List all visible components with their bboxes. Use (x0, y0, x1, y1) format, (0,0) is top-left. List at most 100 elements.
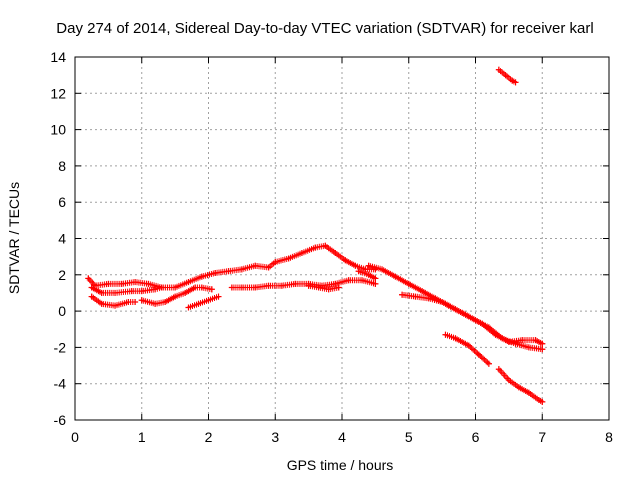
data-point (379, 266, 386, 273)
data-point (172, 293, 179, 300)
data-point (505, 338, 512, 345)
data-point (265, 282, 272, 289)
data-point (412, 293, 419, 300)
data-point (525, 389, 532, 396)
x-tick-label: 5 (405, 429, 413, 445)
data-point (325, 286, 332, 293)
data-point (519, 337, 526, 344)
plot-frame (74, 56, 610, 421)
y-tick-label: 2 (58, 267, 66, 283)
data-point (208, 286, 215, 293)
data-point (345, 277, 352, 284)
data-point (198, 284, 205, 291)
series-track-8 (355, 268, 379, 282)
series-track-1 (85, 242, 379, 291)
data-point (298, 250, 305, 257)
data-point (172, 284, 179, 291)
data-point (342, 257, 349, 264)
data-point (252, 284, 259, 291)
series-track-6 (228, 277, 379, 291)
data-point (362, 266, 369, 273)
data-point (332, 250, 339, 257)
data-point (238, 284, 245, 291)
data-point (105, 280, 112, 287)
data-point (492, 331, 499, 338)
x-tick-label: 6 (472, 429, 480, 445)
data-point (502, 72, 509, 79)
x-tick-label: 0 (71, 429, 79, 445)
data-trace (399, 291, 546, 347)
data-point (158, 284, 165, 291)
data-point (535, 397, 542, 404)
data-point (138, 297, 145, 304)
y-axis-label: SDTVAR / TECUs (6, 182, 22, 294)
data-point (278, 282, 285, 289)
data-point (335, 284, 342, 291)
x-tick-label: 7 (538, 429, 546, 445)
data-point (195, 300, 202, 307)
series-track-10 (399, 291, 546, 347)
data-point (465, 342, 472, 349)
data-point (392, 273, 399, 280)
data-point (515, 384, 522, 391)
data-point (215, 293, 222, 300)
data-point (182, 289, 189, 296)
y-tick-label: 14 (50, 49, 66, 65)
data-point (252, 262, 259, 269)
data-point (332, 280, 339, 287)
series-track-4 (138, 284, 215, 307)
data-point (352, 262, 359, 269)
series-track-12 (495, 366, 546, 405)
y-tick-label: 10 (50, 122, 66, 138)
y-tick-label: -6 (54, 412, 67, 428)
data-point (495, 366, 502, 373)
data-point (132, 299, 139, 306)
data-point (272, 259, 279, 266)
series-track-5 (185, 293, 222, 311)
data-point (525, 344, 532, 351)
x-tick-label: 2 (205, 429, 213, 445)
x-tick-label: 8 (605, 429, 613, 445)
data-point (125, 299, 132, 306)
data-point (132, 279, 139, 286)
x-tick-label: 4 (338, 429, 346, 445)
y-tick-label: 8 (58, 158, 66, 174)
data-point (355, 268, 362, 275)
data-point (312, 244, 319, 251)
data-point (118, 280, 125, 287)
data-point (509, 77, 516, 84)
chart-title: Day 274 of 2014, Sidereal Day-to-day VTE… (56, 20, 593, 37)
data-point (539, 340, 546, 347)
data-point (112, 289, 119, 296)
data-point (425, 295, 432, 302)
data-point (198, 273, 205, 280)
data-point (162, 299, 169, 306)
data-point (465, 313, 472, 320)
y-tick-label: -4 (54, 376, 67, 392)
y-tick-label: -2 (54, 339, 67, 355)
data-point (88, 284, 95, 291)
data-point (315, 284, 322, 291)
data-point (539, 346, 546, 353)
data-point (292, 280, 299, 287)
data-point (212, 269, 219, 276)
data-point (185, 279, 192, 286)
y-tick-label: 6 (58, 194, 66, 210)
data-point (238, 266, 245, 273)
data-point (152, 300, 159, 307)
data-point (225, 268, 232, 275)
data-point (539, 398, 546, 405)
x-tick-label: 1 (138, 429, 146, 445)
data-point (452, 335, 459, 342)
data-point (442, 331, 449, 338)
data-point (475, 351, 482, 358)
data-point (205, 297, 212, 304)
x-tick-label: 3 (271, 429, 279, 445)
data-point (532, 337, 539, 344)
data-point (98, 300, 105, 307)
data-point (228, 284, 235, 291)
data-point (305, 282, 312, 289)
data-point (98, 289, 105, 296)
data-point (112, 302, 119, 309)
